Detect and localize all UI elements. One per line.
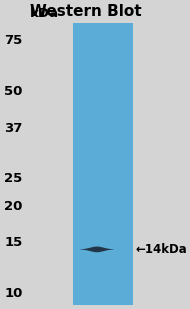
Polygon shape: [80, 247, 114, 252]
Text: ←14kDa: ←14kDa: [135, 243, 187, 256]
Bar: [73, 23, 133, 305]
Text: kDa: kDa: [30, 7, 59, 20]
Text: Western Blot: Western Blot: [30, 4, 142, 19]
Polygon shape: [80, 247, 114, 252]
